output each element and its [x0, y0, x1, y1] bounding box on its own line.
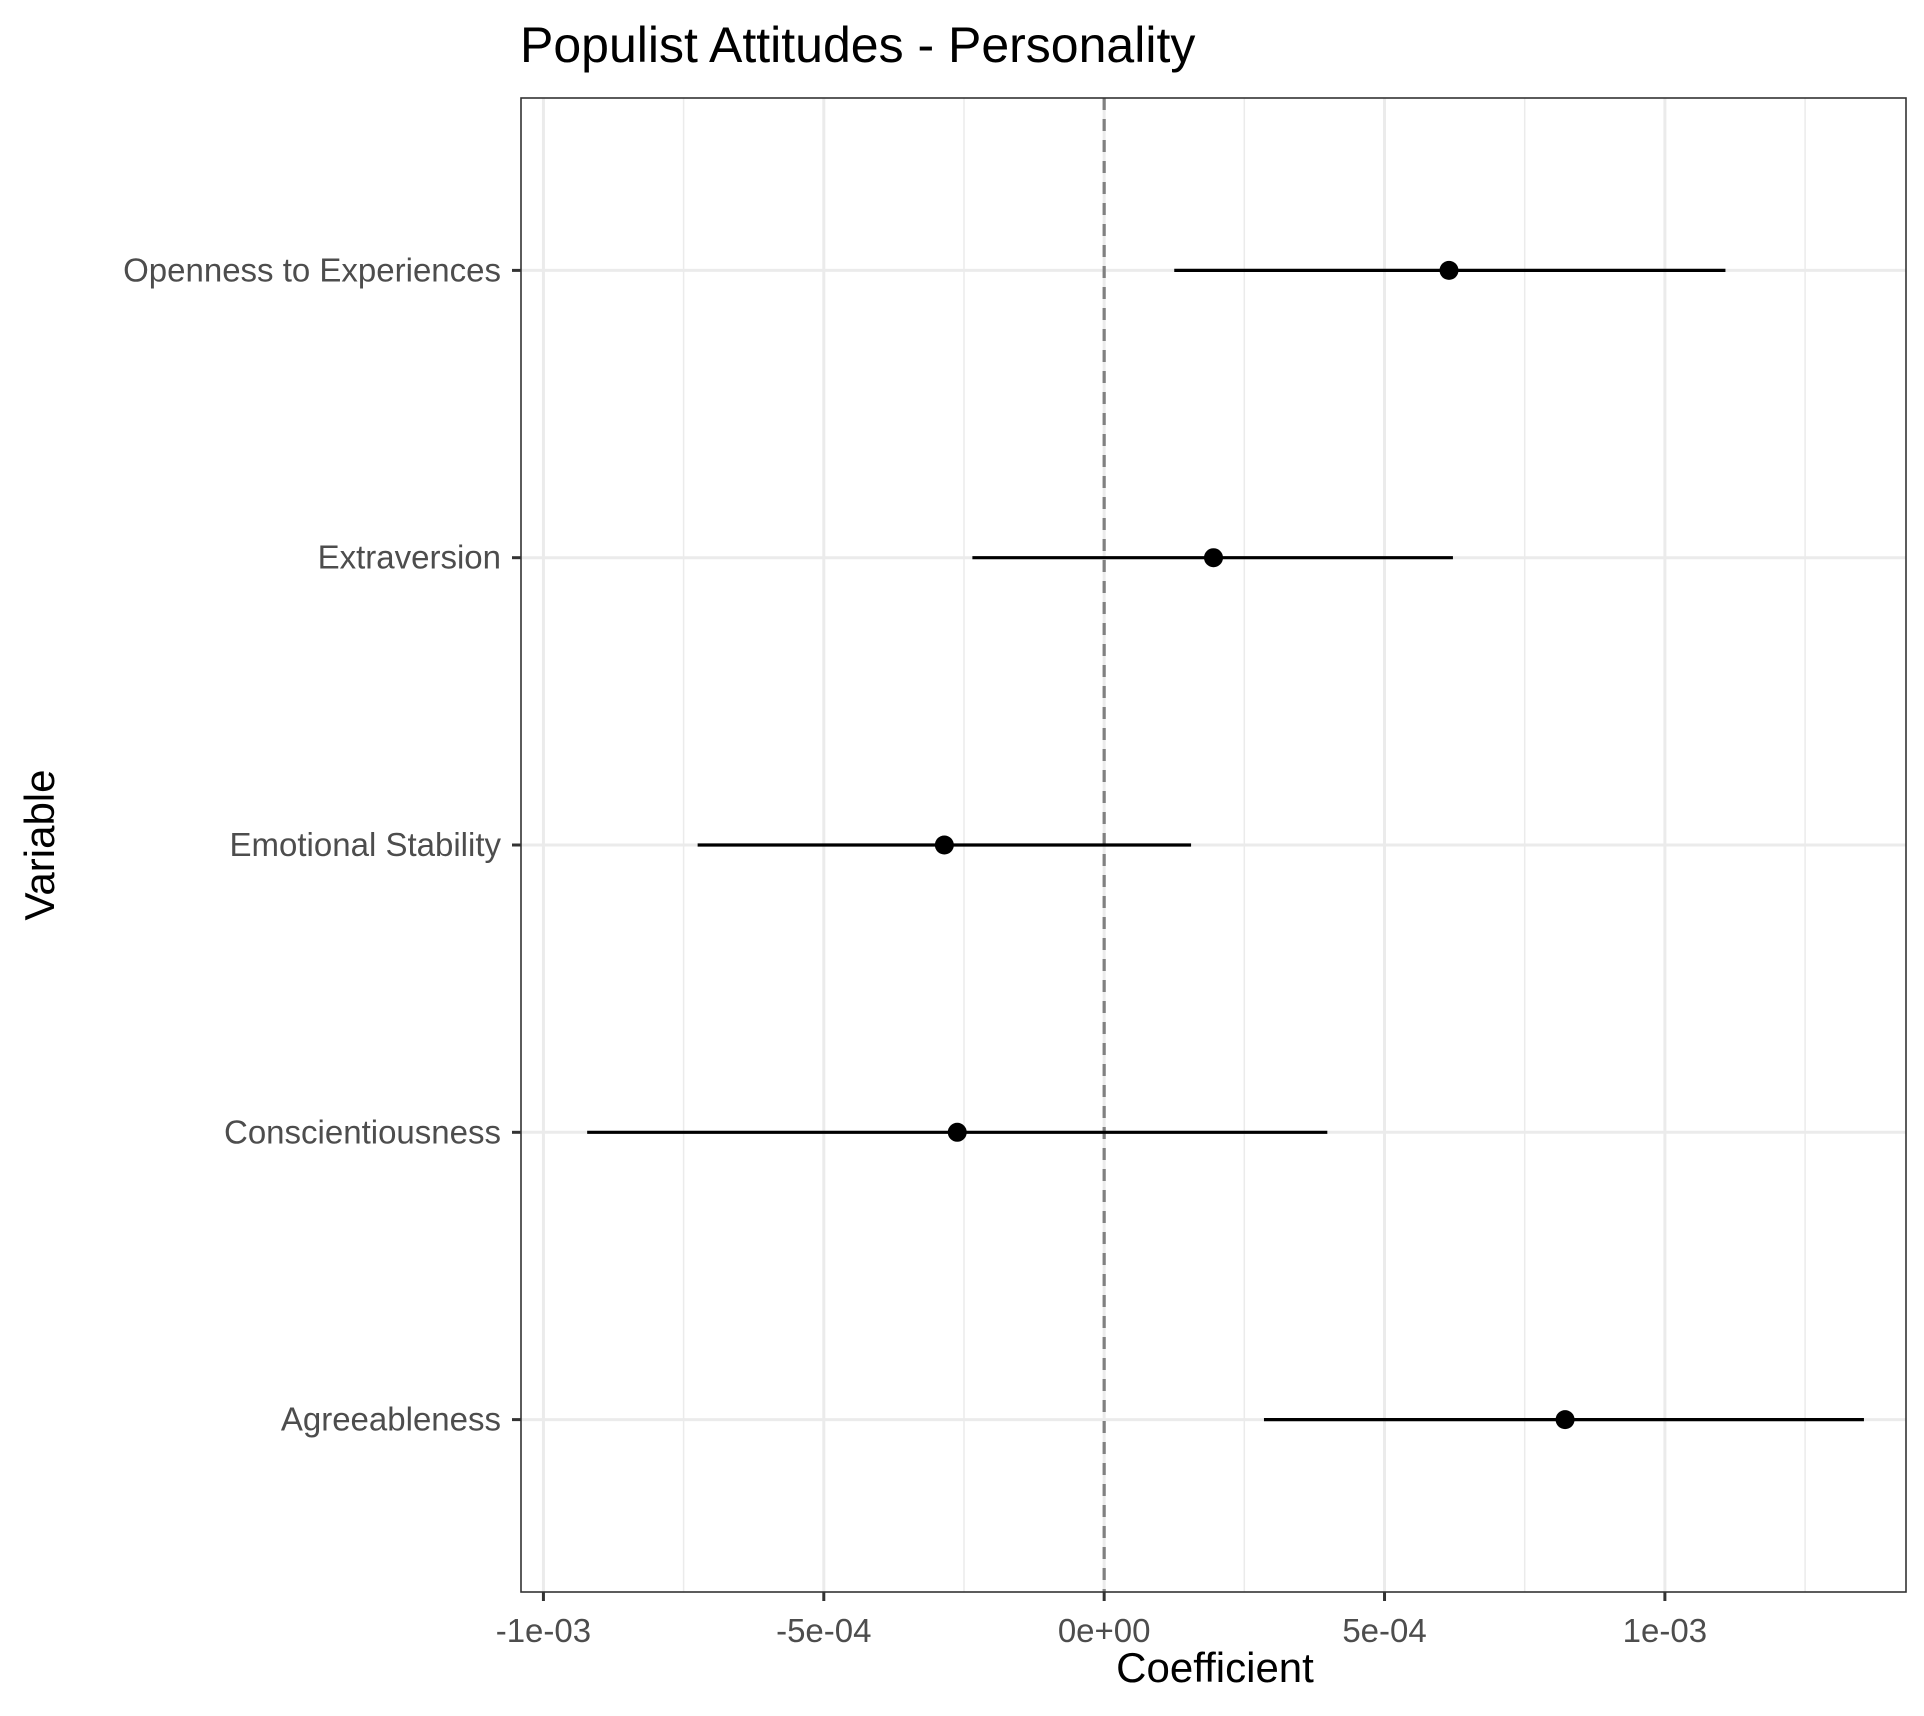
x-tick-label: 0e+00	[1058, 1612, 1151, 1649]
coefficient-marks	[587, 260, 1864, 1430]
point-estimate	[947, 1122, 967, 1142]
chart-title: Populist Attitudes - Personality	[520, 17, 1195, 73]
x-tick-label: 5e-04	[1342, 1612, 1426, 1649]
point-estimate	[1555, 1410, 1575, 1430]
y-tick-label: Extraversion	[318, 539, 501, 576]
point-estimate	[1439, 260, 1459, 280]
y-axis-title: Variable	[16, 770, 63, 921]
y-tick-label: Conscientiousness	[224, 1113, 501, 1150]
y-tick-label: Agreeableness	[281, 1401, 501, 1438]
x-tick-label: -5e-04	[776, 1612, 871, 1649]
y-tick-label: Emotional Stability	[230, 826, 502, 863]
point-estimate	[934, 835, 954, 855]
x-axis: -1e-03 -5e-04 0e+00 5e-04 1e-03	[496, 1592, 1707, 1649]
x-tick-label: 1e-03	[1623, 1612, 1707, 1649]
x-tick-label: -1e-03	[496, 1612, 591, 1649]
y-tick-label: Openness to Experiences	[123, 251, 501, 288]
y-axis: Openness to Experiences Extraversion Emoti…	[123, 251, 521, 1438]
point-estimate	[1204, 548, 1223, 568]
x-axis-title: Coefficient	[1116, 1644, 1314, 1691]
